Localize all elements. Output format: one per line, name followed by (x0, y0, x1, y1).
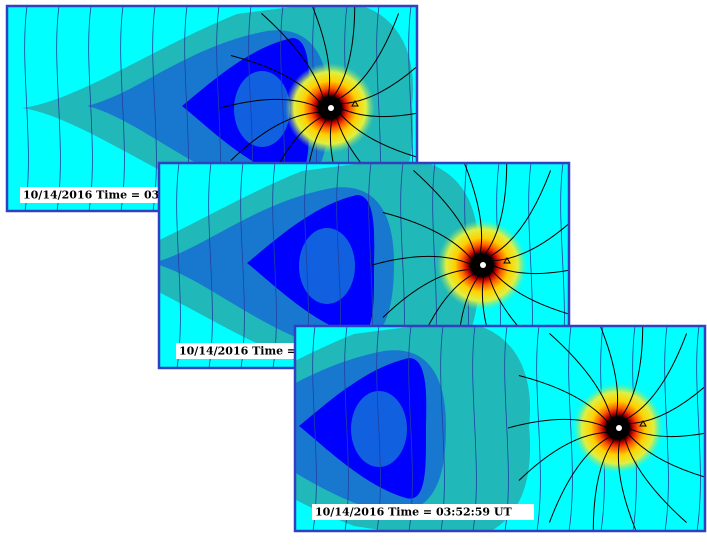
field-line (491, 222, 569, 262)
contour-line (568, 326, 573, 531)
field-line (339, 65, 417, 105)
field-line (230, 55, 322, 104)
time-label: 10/14/2016 Time = 03:52:59 UT (315, 506, 512, 519)
contour-line (152, 6, 157, 211)
panel-content: 10/14/2016 Time = 03:52:59 UT (295, 326, 705, 531)
contour-line (664, 326, 669, 531)
field-line (311, 6, 331, 99)
field-line (230, 111, 321, 161)
marker (639, 420, 647, 427)
panel-content: 10/14/2016 Time = 03:25:59 UT (159, 163, 569, 368)
contour-line (24, 6, 29, 211)
field-line (507, 418, 609, 429)
earth-day (480, 262, 486, 268)
field-line (219, 98, 321, 109)
field-line (382, 268, 473, 318)
field-line (413, 170, 477, 258)
marker (503, 257, 511, 264)
marker (351, 100, 359, 107)
field-line (518, 431, 609, 481)
field-line (617, 437, 637, 531)
field-line (549, 333, 613, 421)
contour-line (120, 6, 125, 211)
field-line (488, 170, 552, 258)
panel-content: 10/14/2016 Time = 03:08:59 UT (7, 6, 417, 211)
panel-border (293, 324, 707, 533)
label-box (312, 504, 534, 520)
contour-core (299, 228, 355, 304)
contour-line (536, 326, 541, 531)
contours (159, 163, 479, 368)
contour-line (56, 6, 61, 211)
field-line (481, 274, 501, 368)
field-line (627, 427, 705, 438)
field-line (518, 375, 610, 424)
contour-line (696, 326, 701, 531)
field-line (599, 326, 619, 419)
field-line (463, 163, 483, 256)
field-line (548, 435, 612, 523)
field-line (382, 212, 474, 261)
field-line (371, 255, 473, 266)
field-line (261, 13, 325, 101)
field-line (619, 326, 644, 419)
panel: 10/14/2016 Time = 03:08:59 UT (5, 4, 419, 213)
earth-day (328, 105, 334, 111)
earth-day (616, 425, 622, 431)
field-line (627, 385, 705, 425)
panel: 10/14/2016 Time = 03:52:59 UT (293, 324, 707, 533)
field-line (339, 107, 417, 118)
field-line (624, 333, 688, 421)
field-line (336, 13, 400, 101)
field-line (623, 435, 687, 523)
contour-line (88, 6, 93, 211)
contour-core (234, 71, 290, 147)
panel: 10/14/2016 Time = 03:25:59 UT (157, 161, 571, 370)
field-line (331, 6, 356, 99)
contours (22, 6, 414, 211)
field-line (491, 264, 569, 275)
field-line (483, 163, 508, 256)
contours (295, 326, 531, 531)
